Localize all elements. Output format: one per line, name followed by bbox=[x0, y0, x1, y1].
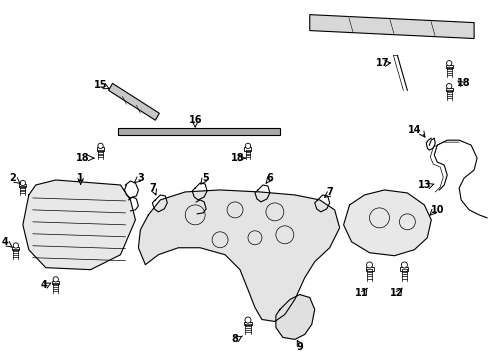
Text: 18: 18 bbox=[76, 153, 89, 163]
Polygon shape bbox=[343, 190, 430, 256]
Text: 14: 14 bbox=[407, 125, 420, 135]
Text: 10: 10 bbox=[429, 205, 443, 215]
FancyBboxPatch shape bbox=[365, 267, 373, 271]
Polygon shape bbox=[138, 190, 339, 321]
Text: 5: 5 bbox=[202, 173, 208, 183]
FancyBboxPatch shape bbox=[445, 87, 452, 91]
Text: 12: 12 bbox=[389, 288, 402, 298]
Text: 6: 6 bbox=[266, 173, 273, 183]
Circle shape bbox=[401, 262, 407, 268]
Circle shape bbox=[20, 180, 25, 186]
Text: 4: 4 bbox=[41, 280, 47, 289]
Text: 4: 4 bbox=[1, 237, 8, 247]
Polygon shape bbox=[275, 294, 314, 339]
FancyBboxPatch shape bbox=[97, 147, 104, 151]
FancyBboxPatch shape bbox=[12, 247, 20, 250]
FancyBboxPatch shape bbox=[52, 281, 59, 284]
Text: 9: 9 bbox=[296, 342, 303, 352]
Polygon shape bbox=[309, 15, 473, 39]
Text: 16: 16 bbox=[188, 115, 202, 125]
FancyBboxPatch shape bbox=[244, 321, 251, 325]
Circle shape bbox=[244, 317, 250, 323]
FancyBboxPatch shape bbox=[400, 267, 407, 271]
Text: 17: 17 bbox=[375, 58, 388, 68]
Polygon shape bbox=[118, 128, 279, 135]
Circle shape bbox=[446, 84, 451, 89]
Polygon shape bbox=[108, 84, 159, 120]
Circle shape bbox=[13, 243, 19, 248]
Text: 2: 2 bbox=[9, 173, 16, 183]
Text: 7: 7 bbox=[149, 183, 155, 193]
Polygon shape bbox=[23, 180, 135, 270]
Text: 11: 11 bbox=[354, 288, 367, 298]
FancyBboxPatch shape bbox=[445, 65, 452, 68]
Circle shape bbox=[98, 143, 103, 149]
Text: 8: 8 bbox=[231, 334, 238, 345]
Text: 18: 18 bbox=[231, 153, 244, 163]
Text: 7: 7 bbox=[325, 187, 332, 197]
Text: 15: 15 bbox=[94, 80, 107, 90]
Text: 1: 1 bbox=[77, 173, 84, 183]
FancyBboxPatch shape bbox=[244, 147, 251, 151]
Circle shape bbox=[245, 143, 250, 149]
Circle shape bbox=[366, 262, 372, 268]
Text: 3: 3 bbox=[137, 173, 143, 183]
Circle shape bbox=[53, 277, 58, 282]
Text: 13: 13 bbox=[417, 180, 430, 190]
Circle shape bbox=[446, 60, 451, 66]
FancyBboxPatch shape bbox=[20, 184, 26, 187]
Text: 18: 18 bbox=[456, 78, 470, 88]
